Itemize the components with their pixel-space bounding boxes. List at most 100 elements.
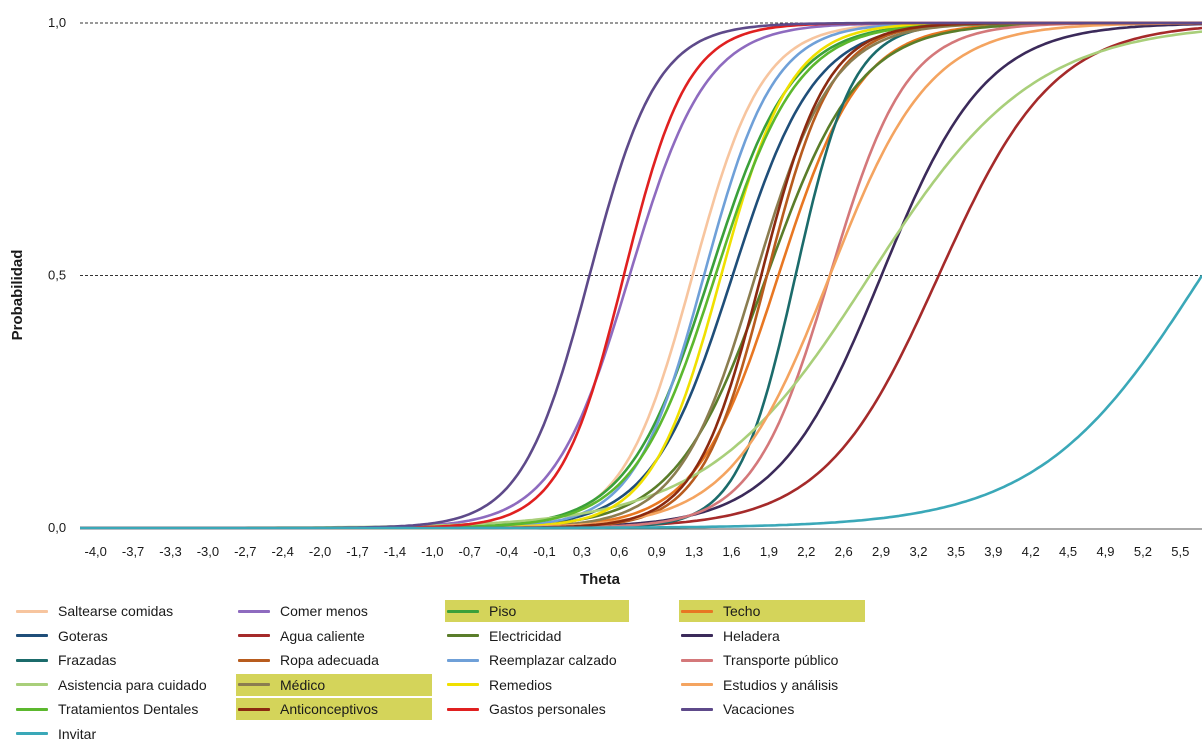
legend-swatch [16, 609, 48, 613]
legend-label: Comer menos [280, 603, 368, 619]
legend-label: Techo [723, 603, 761, 619]
probability-chart: 0,0 0,5 1,0 -4,0 -3,7 -3,3 -3,0 -2,7 -2,4 -2,0 -1… [9, 15, 1202, 588]
x-tick-label: 2,6 [835, 544, 853, 559]
legend-swatch [238, 683, 270, 686]
x-tick-label: 3,5 [947, 544, 965, 559]
legend-item: Frazadas [14, 649, 220, 671]
y-tick-label: 1,0 [48, 15, 66, 30]
legend-item: Reemplazar calzado [445, 649, 629, 671]
x-tick-label: 5,2 [1134, 544, 1152, 559]
x-tick-label: -1,7 [346, 544, 368, 559]
x-tick-label: -3,7 [122, 544, 144, 559]
x-tick-label: 1,6 [722, 544, 740, 559]
x-tick-label: 2,9 [872, 544, 890, 559]
legend-swatch [238, 609, 270, 613]
legend-item: Goteras [14, 625, 220, 647]
legend-label: Agua caliente [280, 627, 365, 644]
y-tick-label: 0,0 [48, 520, 66, 535]
legend-item: Vacaciones [679, 698, 865, 720]
series-line [80, 26, 1202, 530]
legend-swatch [447, 658, 479, 662]
legend-swatch [16, 683, 48, 686]
x-tick-label: 0,6 [610, 544, 628, 559]
legend-item: Techo [679, 600, 865, 622]
x-tick-label: -1,0 [421, 544, 443, 559]
x-tick-label: 3,9 [984, 544, 1002, 559]
x-tick-label: 0,9 [648, 544, 666, 559]
legend-swatch [447, 683, 479, 686]
legend-item: Tratamientos Dentales [14, 698, 220, 720]
legend-item: Electricidad [445, 625, 629, 647]
legend: Saltearse comidas Comer menos Piso Techo Got… [14, 600, 1194, 750]
legend-label: Electricidad [489, 627, 562, 644]
y-tick-label: 0,5 [48, 268, 66, 283]
legend-label: Transporte público [723, 652, 839, 668]
legend-swatch [238, 658, 270, 662]
legend-label: Estudios y análisis [723, 676, 839, 693]
legend-swatch [681, 609, 713, 613]
legend-item: Transporte público [679, 649, 865, 671]
legend-swatch [681, 683, 713, 686]
x-tick-label: 2,2 [797, 544, 815, 559]
legend-item: Médico [236, 673, 432, 696]
legend-label: Piso [489, 603, 517, 619]
x-tick-label: 5,5 [1171, 544, 1189, 559]
legend-item: Ropa adecuada [236, 649, 432, 671]
legend-swatch [16, 634, 48, 637]
y-axis-title: Probabilidad [9, 250, 26, 341]
x-tick-label: 4,9 [1096, 544, 1114, 559]
legend-label: Saltearse comidas [58, 603, 174, 619]
x-tick-label: 0,3 [573, 544, 591, 559]
legend-swatch [681, 707, 713, 711]
x-tick-label: 4,5 [1059, 544, 1077, 559]
legend-swatch [681, 634, 713, 637]
legend-item: Comer menos [236, 600, 432, 622]
x-tick-label: -4,0 [84, 544, 106, 559]
x-tick-label: -0,1 [533, 544, 555, 559]
curves [80, 21, 1202, 530]
x-tick-label: -2,0 [309, 544, 331, 559]
legend-swatch [16, 732, 48, 735]
x-tick-label: 4,2 [1022, 544, 1040, 559]
x-axis-ticks: -4,0 -3,7 -3,3 -3,0 -2,7 -2,4 -2,0 -1,7 -1,4 -1,0… [84, 544, 1189, 559]
x-tick-label: -1,4 [384, 544, 406, 559]
legend-label: Asistencia para cuidado [58, 676, 207, 693]
legend-item: Anticonceptivos [236, 698, 432, 720]
x-tick-label: -3,3 [159, 544, 181, 559]
legend-item: Agua caliente [236, 625, 432, 647]
legend-swatch [447, 707, 479, 711]
x-tick-label: -0,7 [458, 544, 480, 559]
legend-label: Gastos personales [489, 701, 606, 717]
legend-item: Saltearse comidas [14, 600, 220, 622]
legend-item: Estudios y análisis [679, 674, 865, 696]
series-line [80, 22, 1202, 530]
series-line [80, 274, 1202, 530]
legend-item: Remedios [445, 674, 629, 696]
y-axis-ticks: 0,0 0,5 1,0 [48, 15, 66, 535]
x-tick-label: 3,2 [909, 544, 927, 559]
legend-swatch [447, 634, 479, 637]
x-tick-label: 1,3 [685, 544, 703, 559]
legend-label: Vacaciones [723, 701, 795, 717]
legend-label: Anticonceptivos [280, 701, 379, 717]
x-axis-title: Theta [580, 571, 621, 588]
x-tick-label: -2,7 [234, 544, 256, 559]
series-line [80, 30, 1202, 530]
legend-label: Frazadas [58, 652, 117, 668]
legend-label: Médico [280, 676, 326, 693]
legend-swatch [681, 658, 713, 662]
x-tick-label: -2,4 [271, 544, 293, 559]
legend-item: Asistencia para cuidado [14, 674, 220, 696]
legend-label: Goteras [58, 627, 108, 644]
legend-label: Heladera [723, 627, 780, 644]
legend-item: Heladera [679, 625, 865, 647]
legend-swatch [238, 707, 270, 711]
legend-item: Piso [445, 600, 629, 622]
legend-swatch [447, 609, 479, 613]
legend-item: Invitar [14, 723, 220, 745]
grid-lines [80, 22, 1202, 530]
legend-label: Reemplazar calzado [489, 652, 617, 668]
legend-label: Tratamientos Dentales [58, 701, 199, 717]
legend-swatch [16, 658, 48, 662]
legend-label: Invitar [58, 725, 97, 742]
